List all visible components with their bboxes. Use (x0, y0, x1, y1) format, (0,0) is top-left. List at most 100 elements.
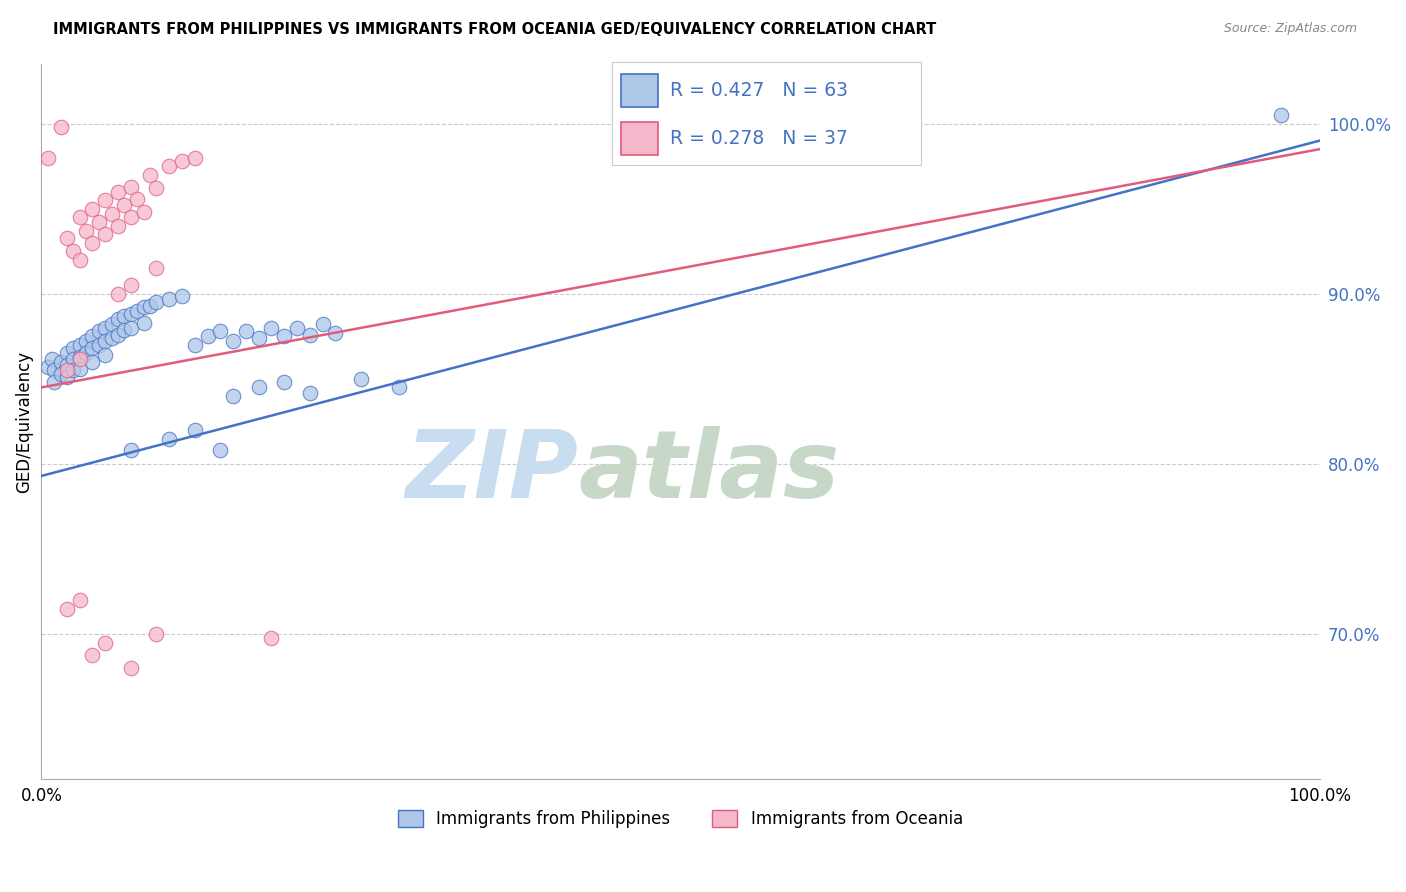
Point (209, 443, 232, 458)
Point (100, 207, 122, 221)
Point (197, 329, 219, 343)
Point (350, 372, 373, 386)
Point (94, 636, 117, 650)
Point (62, 244, 84, 259)
Point (260, 631, 283, 645)
Point (132, 301, 155, 315)
Point (132, 316, 155, 330)
Point (285, 321, 308, 335)
Point (184, 423, 207, 437)
FancyBboxPatch shape (621, 122, 658, 155)
Point (82, 355, 104, 369)
Point (139, 168, 162, 182)
Text: R = 0.278   N = 37: R = 0.278 N = 37 (671, 128, 848, 148)
Point (69, 361, 91, 376)
Point (49, 355, 72, 369)
Point (209, 324, 232, 338)
Point (82, 235, 104, 250)
Point (170, 288, 193, 302)
Point (56, 230, 79, 244)
Point (132, 205, 155, 219)
Point (145, 627, 167, 641)
Point (82, 329, 104, 343)
Point (184, 338, 207, 352)
Point (107, 312, 129, 326)
Point (127, 303, 149, 318)
Point (62, 341, 84, 355)
Point (120, 321, 142, 335)
Point (94, 193, 117, 207)
Text: ZIP: ZIP (405, 425, 578, 517)
Text: IMMIGRANTS FROM PHILIPPINES VS IMMIGRANTS FROM OCEANIA GED/EQUIVALENCY CORRELATI: IMMIGRANTS FROM PHILIPPINES VS IMMIGRANT… (53, 22, 936, 37)
Point (62, 363, 84, 377)
Point (107, 219, 129, 233)
Point (1270, 108, 1292, 122)
Point (273, 329, 295, 343)
Point (145, 181, 167, 195)
Point (145, 261, 167, 276)
Point (120, 307, 142, 321)
Point (37, 151, 59, 165)
Text: R = 0.427   N = 63: R = 0.427 N = 63 (671, 80, 848, 100)
Point (100, 331, 122, 345)
Point (75, 224, 97, 238)
Point (100, 318, 122, 332)
Point (82, 202, 104, 216)
Y-axis label: GED/Equivalency: GED/Equivalency (15, 351, 32, 492)
Point (94, 334, 117, 349)
Point (170, 154, 193, 169)
Point (120, 211, 142, 225)
Point (388, 380, 411, 394)
Point (112, 322, 135, 336)
Point (120, 443, 142, 458)
Point (41, 351, 63, 366)
Point (107, 327, 129, 342)
Point (94, 348, 117, 362)
Point (247, 331, 270, 345)
Point (62, 351, 84, 366)
Point (69, 350, 91, 364)
Point (56, 601, 79, 615)
Point (157, 292, 180, 306)
Point (157, 432, 180, 446)
Point (56, 370, 79, 384)
FancyBboxPatch shape (621, 74, 658, 106)
Point (120, 179, 142, 194)
Point (42, 376, 65, 390)
Point (49, 367, 72, 381)
Point (56, 346, 79, 360)
Text: Source: ZipAtlas.com: Source: ZipAtlas.com (1223, 22, 1357, 36)
Point (325, 326, 347, 340)
Point (222, 334, 245, 349)
Point (235, 324, 257, 338)
Point (69, 211, 91, 225)
Point (69, 593, 91, 607)
Point (184, 151, 207, 165)
Point (69, 351, 91, 366)
Point (75, 334, 97, 349)
Point (139, 299, 162, 313)
Point (69, 252, 91, 267)
Point (298, 385, 321, 400)
Point (82, 648, 104, 662)
Point (298, 327, 321, 342)
Point (157, 159, 180, 173)
Point (87, 324, 110, 338)
Point (127, 192, 149, 206)
Point (112, 198, 135, 212)
Point (56, 359, 79, 373)
Point (49, 120, 72, 134)
Point (75, 346, 97, 360)
Point (69, 338, 91, 352)
Point (107, 185, 129, 199)
Point (87, 338, 110, 352)
Point (42, 363, 65, 377)
Point (120, 661, 142, 675)
Legend: Immigrants from Philippines, Immigrants from Oceania: Immigrants from Philippines, Immigrants … (391, 804, 970, 835)
Point (87, 215, 110, 229)
Point (82, 341, 104, 355)
Point (120, 278, 142, 293)
Point (112, 309, 135, 323)
Point (222, 389, 245, 403)
Point (107, 286, 129, 301)
